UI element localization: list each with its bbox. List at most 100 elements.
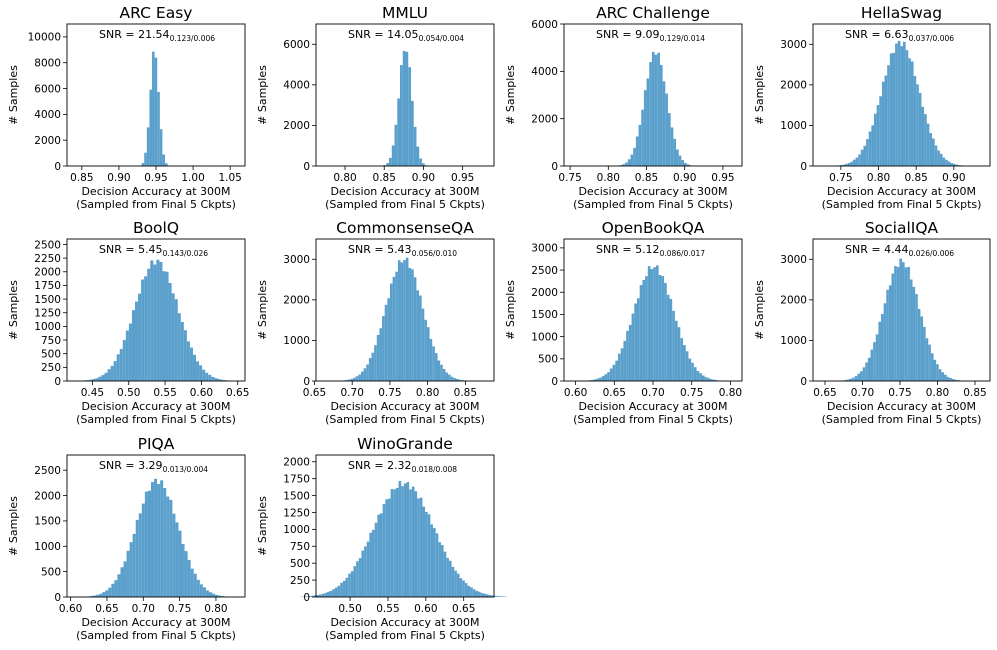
x-tick-label: 0.75 — [558, 172, 581, 184]
histogram-bar — [902, 262, 905, 381]
histogram-bar — [681, 160, 685, 166]
histogram-bar — [377, 514, 380, 597]
histogram-bar — [409, 489, 412, 597]
x-tick-label: 0.75 — [680, 387, 703, 399]
histogram-bar — [386, 163, 390, 166]
histogram-bar — [442, 369, 446, 381]
histogram-bar — [149, 89, 153, 166]
histogram-bar — [456, 573, 460, 597]
histogram-bar — [114, 580, 118, 597]
histogram-bar — [691, 362, 694, 381]
histogram-bar — [607, 372, 610, 381]
histogram-bar — [147, 490, 151, 597]
histogram-bar — [171, 293, 175, 381]
y-tick-label: 2500 — [34, 239, 61, 251]
histogram-bar — [920, 316, 924, 381]
histogram-bar — [891, 273, 895, 381]
x-tick-label: 0.80 — [416, 387, 439, 399]
histogram-bar — [630, 154, 634, 166]
histogram-bar — [93, 595, 97, 597]
histogram-bars — [300, 481, 508, 597]
histogram-bar — [108, 587, 112, 597]
histogram-bar — [900, 46, 904, 166]
y-tick-label: 4000 — [283, 80, 310, 92]
histogram-bar — [636, 298, 640, 381]
histogram-bar — [305, 596, 309, 597]
histogram-bar — [904, 267, 908, 381]
snr-annotation: SNR = 5.450.143/0.026 — [99, 243, 208, 258]
x-axis-label: Decision Accuracy at 300M — [81, 400, 230, 413]
histogram-bar — [937, 150, 940, 166]
histogram-bar — [908, 58, 911, 166]
x-axis-label: Decision Accuracy at 300M — [578, 185, 727, 198]
chart-title: BoolQ — [133, 219, 179, 237]
histogram-bar — [868, 131, 872, 166]
x-tick-label: 1.05 — [218, 172, 241, 184]
histogram-bar — [699, 373, 702, 381]
x-tick-label: 0.65 — [603, 387, 626, 399]
histogram-bar — [177, 313, 181, 381]
histogram-bar — [925, 338, 929, 381]
snr-annotation: SNR = 2.320.018/0.008 — [348, 459, 457, 474]
histogram-bar — [159, 129, 163, 166]
panel-7: 0.60 0.65 0.70 0.75 0.80 0 500 1000 1500 2000 2500… — [504, 219, 743, 426]
y-tick-label: 2250 — [34, 253, 61, 265]
histogram-bar — [394, 124, 398, 166]
snr-annotation: SNR = 5.120.086/0.017 — [596, 243, 705, 258]
x-axis-label: Decision Accuracy at 300M — [81, 616, 230, 629]
histogram-bar — [165, 271, 169, 381]
y-axis-label: # Samples — [504, 65, 517, 125]
histogram-bar — [126, 550, 130, 597]
y-axis-label: # Samples — [7, 280, 20, 340]
y-tick-label: 1000 — [531, 331, 558, 343]
histogram-bar — [596, 378, 600, 381]
histogram-bar — [162, 271, 166, 381]
histogram-bar — [104, 372, 108, 381]
y-tick-label: 2000 — [34, 267, 61, 279]
x-tick-label: 0.65 — [95, 603, 118, 615]
histogram-bar — [936, 364, 939, 381]
histogram-bar — [887, 65, 890, 166]
histogram-bar — [356, 561, 359, 597]
y-tick-label: 3000 — [780, 39, 807, 51]
histogram-bar — [411, 486, 415, 597]
histogram-bar — [391, 145, 395, 166]
histogram-bar — [631, 313, 635, 381]
snr-annotation: SNR = 21.540.123/0.006 — [99, 28, 215, 43]
histogram-bar — [397, 98, 401, 166]
histogram-bar — [340, 582, 343, 597]
y-tick-label: 1500 — [34, 294, 61, 306]
histogram-bar — [483, 593, 487, 597]
panel-6: 0.65 0.70 0.75 0.80 0.85 0 1000 2000 3000 Commons… — [256, 219, 495, 426]
x-axis-sublabel: (Sampled from Final 5 Ckpts) — [76, 413, 236, 426]
panel-9: 0.60 0.65 0.70 0.75 0.80 0 500 1000 1500 2000 2500… — [7, 435, 246, 642]
chart-title: ARC Easy — [120, 4, 193, 22]
histogram-bar — [684, 162, 687, 166]
x-tick-label: 0.60 — [190, 387, 213, 399]
histogram-bar — [918, 93, 922, 166]
histogram-bar — [450, 376, 454, 381]
axes-frame — [812, 23, 991, 167]
histogram-bar — [350, 378, 354, 381]
histogram-bar — [308, 596, 312, 597]
histogram-bar — [850, 161, 853, 166]
histogram-bar — [494, 595, 497, 597]
histogram-bar — [645, 276, 648, 381]
histogram-bar — [932, 138, 935, 166]
histogram-bar — [154, 478, 158, 597]
y-tick-label: 0 — [54, 592, 61, 604]
histogram-bar — [844, 380, 847, 381]
histogram-bar — [369, 532, 373, 597]
histogram-bar — [459, 578, 463, 597]
histogram-bar — [707, 378, 711, 381]
x-tick-label: 0.75 — [378, 387, 401, 399]
histogram-bar — [413, 277, 417, 381]
histogram-bar — [664, 283, 667, 381]
histogram-bar — [211, 376, 215, 381]
histogram-bar — [857, 373, 861, 381]
histogram-bar — [361, 550, 365, 597]
histogram-bar — [917, 308, 921, 381]
histogram-bar — [847, 163, 851, 166]
x-tick-label: 0.90 — [412, 172, 435, 184]
histogram-bar — [675, 149, 679, 166]
